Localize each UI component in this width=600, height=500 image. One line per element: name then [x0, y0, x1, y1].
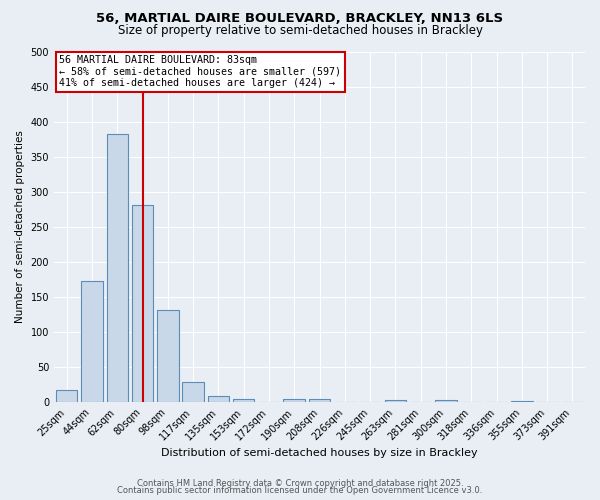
Bar — [107, 134, 128, 402]
Text: Contains HM Land Registry data © Crown copyright and database right 2025.: Contains HM Land Registry data © Crown c… — [137, 478, 463, 488]
Bar — [283, 398, 305, 402]
Text: 56, MARTIAL DAIRE BOULEVARD, BRACKLEY, NN13 6LS: 56, MARTIAL DAIRE BOULEVARD, BRACKLEY, N… — [97, 12, 503, 26]
Y-axis label: Number of semi-detached properties: Number of semi-detached properties — [15, 130, 25, 324]
Bar — [182, 382, 204, 402]
Text: Size of property relative to semi-detached houses in Brackley: Size of property relative to semi-detach… — [118, 24, 482, 37]
Bar — [56, 390, 77, 402]
Text: 56 MARTIAL DAIRE BOULEVARD: 83sqm
← 58% of semi-detached houses are smaller (597: 56 MARTIAL DAIRE BOULEVARD: 83sqm ← 58% … — [59, 55, 341, 88]
Bar — [309, 398, 330, 402]
Bar — [208, 396, 229, 402]
Bar — [81, 281, 103, 402]
Bar — [435, 400, 457, 402]
Text: Contains public sector information licensed under the Open Government Licence v3: Contains public sector information licen… — [118, 486, 482, 495]
Bar — [511, 401, 533, 402]
Bar — [233, 398, 254, 402]
Bar — [157, 310, 179, 402]
Bar — [385, 400, 406, 402]
X-axis label: Distribution of semi-detached houses by size in Brackley: Distribution of semi-detached houses by … — [161, 448, 478, 458]
Bar — [132, 205, 153, 402]
